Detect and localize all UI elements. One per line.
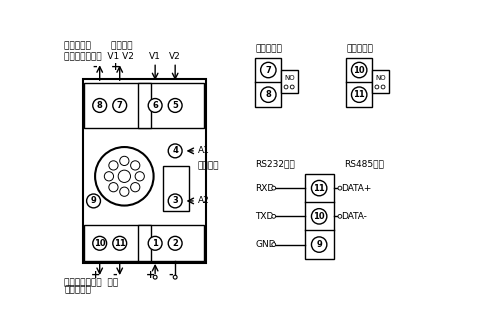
Text: 9: 9 — [91, 197, 96, 205]
Text: 11: 11 — [353, 90, 365, 99]
Circle shape — [168, 98, 182, 112]
Text: 11: 11 — [114, 239, 126, 248]
Bar — [84, 83, 204, 128]
Circle shape — [284, 85, 288, 89]
Circle shape — [338, 186, 342, 190]
Circle shape — [290, 85, 294, 89]
Text: 电流或电压输出  V1 V2: 电流或电压输出 V1 V2 — [64, 52, 134, 61]
Text: 电流或电压输出  电源: 电流或电压输出 电源 — [64, 278, 119, 287]
Circle shape — [118, 170, 131, 182]
Text: +: + — [146, 270, 155, 280]
Circle shape — [312, 237, 327, 252]
Text: 5: 5 — [172, 101, 178, 110]
Circle shape — [120, 156, 129, 165]
Circle shape — [312, 181, 327, 196]
Text: +: + — [110, 62, 120, 72]
Circle shape — [148, 236, 162, 250]
Text: NO: NO — [285, 75, 295, 81]
Text: 8: 8 — [265, 90, 271, 99]
Circle shape — [109, 161, 118, 170]
Circle shape — [95, 147, 154, 206]
Text: DATA+: DATA+ — [341, 183, 372, 193]
Circle shape — [113, 236, 127, 250]
Text: 2: 2 — [172, 239, 178, 248]
Circle shape — [153, 275, 157, 279]
Text: GND: GND — [255, 240, 276, 249]
Bar — [138, 83, 151, 128]
Text: 6: 6 — [152, 101, 158, 110]
Bar — [372, 70, 389, 93]
Text: A1: A1 — [197, 146, 209, 155]
Text: 9: 9 — [316, 240, 322, 249]
Text: RS485通讯: RS485通讯 — [345, 160, 384, 168]
Bar — [163, 166, 189, 211]
Bar — [138, 225, 151, 261]
Circle shape — [120, 187, 129, 196]
Text: +: + — [90, 270, 100, 280]
Text: V2: V2 — [169, 52, 181, 61]
Text: DATA-: DATA- — [341, 212, 367, 221]
Circle shape — [168, 236, 182, 250]
Bar — [346, 58, 372, 107]
Circle shape — [351, 62, 367, 78]
Text: 10: 10 — [353, 65, 365, 75]
Text: -: - — [113, 270, 118, 280]
Text: NO: NO — [375, 75, 386, 81]
Circle shape — [272, 215, 276, 218]
Text: 7: 7 — [265, 65, 271, 75]
Circle shape — [351, 87, 367, 102]
Text: 4: 4 — [172, 146, 178, 155]
Text: -: - — [93, 62, 97, 72]
Circle shape — [173, 275, 177, 279]
Circle shape — [131, 161, 140, 170]
Circle shape — [131, 182, 140, 192]
Circle shape — [375, 85, 379, 89]
Circle shape — [86, 194, 100, 208]
Bar — [84, 225, 204, 261]
Bar — [281, 70, 299, 93]
Text: 第二路输出: 第二路输出 — [64, 286, 91, 295]
Text: V1: V1 — [149, 52, 161, 61]
Circle shape — [261, 87, 276, 102]
Circle shape — [104, 172, 114, 181]
Text: 第一路报警: 第一路报警 — [255, 44, 282, 53]
Text: TXD: TXD — [255, 212, 274, 221]
Bar — [304, 174, 334, 259]
Text: 10: 10 — [94, 239, 106, 248]
Text: 第二路报警: 第二路报警 — [346, 44, 373, 53]
Text: 1: 1 — [152, 239, 158, 248]
Circle shape — [272, 186, 276, 190]
Text: 8: 8 — [97, 101, 103, 110]
Circle shape — [168, 194, 182, 208]
Bar — [255, 58, 281, 107]
Text: A2: A2 — [197, 197, 209, 205]
Text: 7: 7 — [117, 101, 122, 110]
Circle shape — [93, 236, 107, 250]
Text: 3: 3 — [172, 197, 178, 205]
Circle shape — [135, 172, 144, 181]
Text: RXD: RXD — [255, 183, 275, 193]
Circle shape — [381, 85, 385, 89]
Circle shape — [93, 98, 107, 112]
Circle shape — [109, 182, 118, 192]
Text: RS232通讯: RS232通讯 — [255, 160, 295, 168]
Circle shape — [312, 209, 327, 224]
Circle shape — [148, 98, 162, 112]
Bar — [83, 79, 206, 263]
Text: 电流输入: 电流输入 — [197, 162, 219, 171]
Circle shape — [272, 243, 276, 247]
Text: 10: 10 — [313, 212, 325, 221]
Circle shape — [113, 98, 127, 112]
Text: 11: 11 — [313, 183, 325, 193]
Circle shape — [168, 144, 182, 158]
Circle shape — [338, 215, 342, 218]
Text: -: - — [168, 270, 173, 280]
Circle shape — [261, 62, 276, 78]
Text: 第一路输出       电压输入: 第一路输出 电压输入 — [64, 41, 133, 50]
